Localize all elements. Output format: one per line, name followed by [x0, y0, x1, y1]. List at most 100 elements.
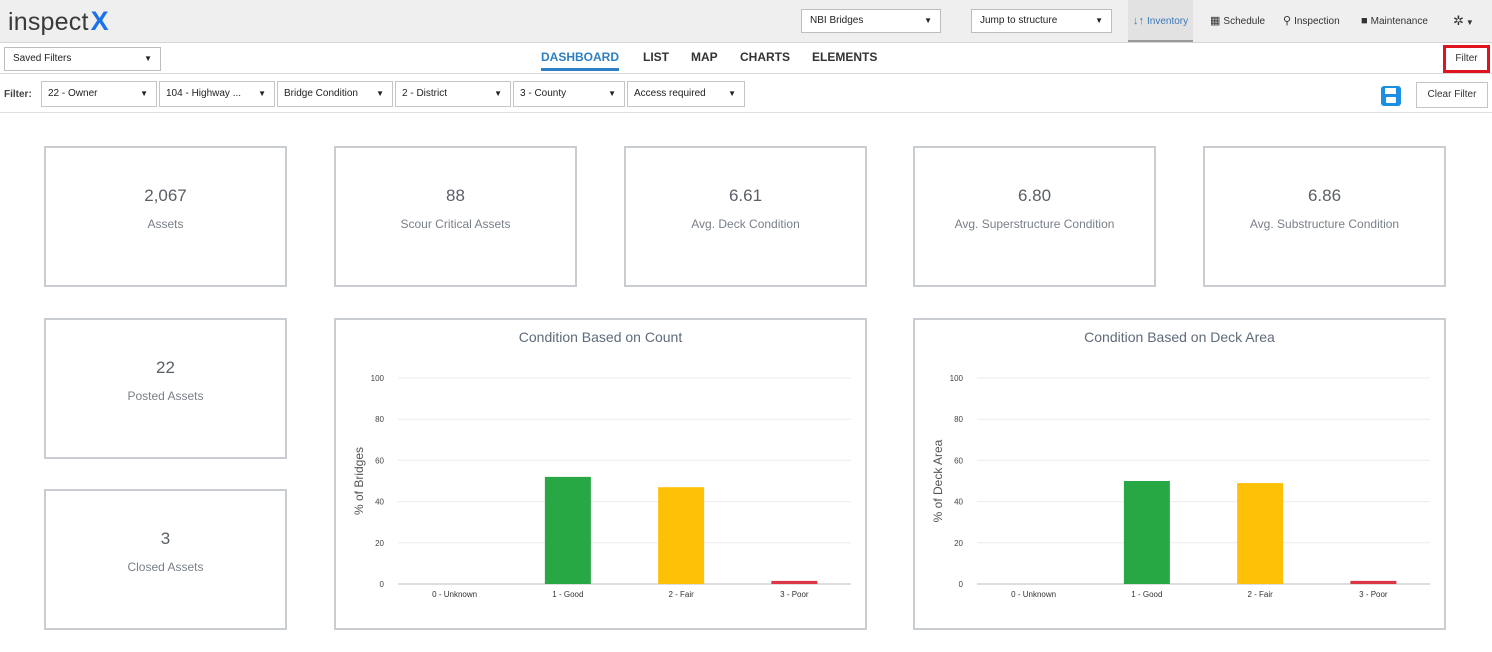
kpi-card-posted[interactable]: 22 Posted Assets — [44, 318, 287, 459]
kpi-label: Assets — [147, 217, 184, 231]
filter-county-select[interactable]: 3 - County ▼ — [513, 81, 625, 107]
chart-title: Condition Based on Deck Area — [1084, 329, 1275, 345]
x-tick-label: 1 - Good — [1131, 590, 1162, 599]
y-tick-label: 0 — [380, 580, 385, 589]
search-icon: ⚲ — [1283, 15, 1292, 27]
kpi-label: Avg. Superstructure Condition — [954, 217, 1115, 231]
chevron-down-icon: ▼ — [1095, 16, 1103, 25]
chart-condition-count: Condition Based on Count 0 20 40 60 80 100 % of… — [334, 318, 867, 630]
clear-filter-button[interactable]: Clear Filter — [1416, 82, 1488, 108]
kpi-value: 6.61 — [728, 186, 763, 205]
x-tick-label: 0 - Unknown — [432, 590, 477, 599]
y-tick-label: 40 — [375, 498, 384, 507]
chevron-down-icon: ▼ — [144, 54, 152, 63]
briefcase-icon: ■ — [1361, 15, 1368, 27]
nav-maintenance[interactable]: ■ Maintenance — [1361, 0, 1428, 42]
chevron-down-icon: ▼ — [728, 89, 736, 98]
kpi-value: 6.80 — [1017, 186, 1052, 205]
filter-bar: Filter: 22 - Owner ▼ 104 - Highway ... ▼ B… — [0, 75, 1492, 113]
dataset-select[interactable]: NBI Bridges ▼ — [801, 9, 941, 33]
y-axis-label: % of Deck Area — [931, 439, 945, 522]
kpi-card-superstructure-condition[interactable]: 6.80 Avg. Superstructure Condition — [913, 146, 1156, 287]
filter-district-select[interactable]: 2 - District ▼ — [395, 81, 511, 107]
jump-to-structure-select[interactable]: Jump to structure ▼ — [971, 9, 1112, 33]
kpi-value: 6.86 — [1307, 186, 1342, 205]
y-tick-label: 100 — [371, 374, 385, 383]
save-icon[interactable] — [1381, 86, 1401, 106]
nav-schedule-label: Schedule — [1223, 16, 1266, 27]
kpi-label: Closed Assets — [127, 560, 204, 574]
app-logo[interactable]: inspectX — [8, 6, 109, 37]
y-tick-label: 60 — [954, 456, 963, 465]
tab-charts[interactable]: CHARTS — [740, 50, 790, 64]
dataset-select-value: NBI Bridges — [810, 15, 864, 26]
top-bar: inspectX NBI Bridges ▼ Jump to structure… — [0, 0, 1492, 43]
bar — [771, 580, 818, 584]
chart-title: Condition Based on Count — [519, 329, 683, 345]
x-tick-label: 2 - Fair — [668, 590, 694, 599]
kpi-value: 3 — [160, 529, 171, 548]
filter-highway-value: 104 - Highway ... — [166, 88, 242, 99]
nav-schedule[interactable]: ▦ Schedule — [1210, 0, 1265, 42]
kpi-label: Avg. Substructure Condition — [1249, 217, 1400, 231]
chevron-down-icon: ▼ — [258, 89, 266, 98]
y-axis-label: % of Bridges — [352, 447, 366, 515]
kpi-label: Avg. Deck Condition — [691, 217, 800, 231]
chevron-down-icon: ▼ — [376, 89, 384, 98]
nav-maintenance-label: Maintenance — [1370, 16, 1428, 27]
chevron-down-icon: ▼ — [608, 89, 616, 98]
kpi-value: 88 — [446, 186, 465, 205]
kpi-card-assets[interactable]: 2,067 Assets — [44, 146, 287, 287]
x-tick-label: 3 - Poor — [1359, 590, 1388, 599]
kpi-card-closed[interactable]: 3 Closed Assets — [44, 489, 287, 630]
filter-district-value: 2 - District — [402, 88, 447, 99]
sort-icon: ↓↑ — [1133, 15, 1144, 27]
chevron-down-icon: ▼ — [494, 89, 502, 98]
nav-inventory[interactable]: ↓↑ Inventory — [1128, 0, 1194, 42]
filter-button[interactable]: Filter — [1443, 45, 1490, 73]
kpi-card-substructure-condition[interactable]: 6.86 Avg. Substructure Condition — [1203, 146, 1446, 287]
y-tick-label: 60 — [375, 456, 384, 465]
filter-county-value: 3 - County — [520, 88, 567, 99]
tab-dashboard[interactable]: DASHBOARD — [541, 50, 619, 71]
filter-access-required-select[interactable]: Access required ▼ — [627, 81, 745, 107]
tab-elements[interactable]: ELEMENTS — [812, 50, 878, 64]
x-tick-label: 2 - Fair — [1247, 590, 1273, 599]
bar — [658, 487, 705, 584]
chart-svg: Condition Based on Deck Area 0 20 40 60 80 100… — [931, 329, 1430, 599]
filter-owner-select[interactable]: 22 - Owner ▼ — [41, 81, 157, 107]
y-tick-label: 80 — [954, 415, 963, 424]
x-tick-label: 3 - Poor — [780, 590, 809, 599]
saved-filters-value: Saved Filters — [13, 53, 72, 64]
y-tick-label: 40 — [954, 498, 963, 507]
chevron-down-icon: ▼ — [140, 89, 148, 98]
tab-list[interactable]: LIST — [643, 50, 669, 64]
view-bar: Saved Filters ▼ DASHBOARD LIST MAP CHART… — [0, 43, 1492, 74]
bar — [1237, 483, 1284, 584]
kpi-card-deck-condition[interactable]: 6.61 Avg. Deck Condition — [624, 146, 867, 287]
filter-label: Filter: — [4, 89, 32, 100]
filter-owner-value: 22 - Owner — [48, 88, 98, 99]
nav-inventory-label: Inventory — [1147, 16, 1189, 27]
y-tick-label: 20 — [954, 539, 963, 548]
x-tick-label: 1 - Good — [552, 590, 583, 599]
nav-inspection-label: Inspection — [1294, 16, 1340, 27]
nav-inspection[interactable]: ⚲ Inspection — [1283, 0, 1340, 42]
kpi-label: Posted Assets — [127, 389, 204, 403]
calendar-icon: ▦ — [1210, 15, 1221, 27]
y-tick-label: 20 — [375, 539, 384, 548]
y-tick-label: 80 — [375, 415, 384, 424]
filter-bridge-condition-select[interactable]: Bridge Condition ▼ — [277, 81, 393, 107]
jump-select-value: Jump to structure — [980, 15, 1058, 26]
bar — [544, 476, 591, 584]
filter-bridge-condition-value: Bridge Condition — [284, 88, 358, 99]
bar — [1123, 481, 1170, 584]
x-tick-label: 0 - Unknown — [1011, 590, 1056, 599]
tab-map[interactable]: MAP — [691, 50, 718, 64]
saved-filters-select[interactable]: Saved Filters ▼ — [4, 47, 161, 71]
chart-svg: Condition Based on Count 0 20 40 60 80 100 % of… — [352, 329, 851, 599]
kpi-card-scour-critical[interactable]: 88 Scour Critical Assets — [334, 146, 577, 287]
logo-x: X — [90, 6, 109, 36]
filter-highway-select[interactable]: 104 - Highway ... ▼ — [159, 81, 275, 107]
settings-menu[interactable]: ✲ ▼ — [1453, 0, 1474, 42]
